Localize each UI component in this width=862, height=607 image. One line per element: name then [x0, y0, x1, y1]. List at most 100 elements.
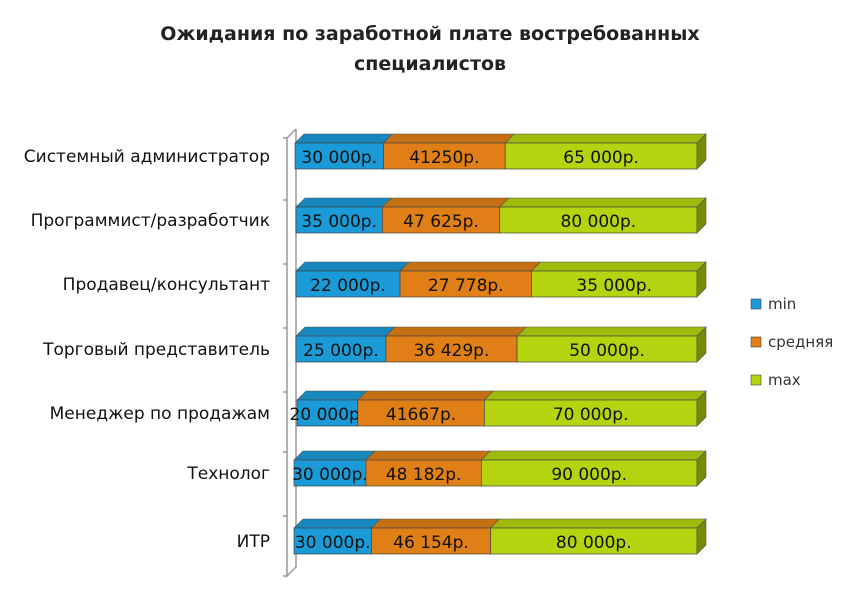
- bar-segment-min: 22 000р.: [295, 261, 410, 298]
- bar-front: [371, 527, 491, 555]
- bar-segment-средняя: 48 182р.: [365, 450, 492, 487]
- axis-wall: [286, 129, 297, 578]
- legend-label: min: [768, 295, 796, 313]
- bar-top: [296, 390, 368, 401]
- bar-front: [531, 270, 698, 298]
- bar-top: [530, 261, 707, 272]
- bar-segment-min: 20 000р.: [290, 390, 368, 427]
- bar-front: [381, 206, 501, 234]
- bar-top: [294, 133, 394, 144]
- bar-segment-min: 30 000р.: [292, 450, 376, 487]
- bar-front: [295, 270, 401, 298]
- data-label: 80 000р.: [556, 533, 632, 553]
- bar-segment-средняя: 27 778р.: [399, 261, 542, 298]
- bar-top: [365, 450, 492, 461]
- data-label: 30 000р.: [301, 148, 377, 168]
- bar-segment-max: 80 000р.: [499, 197, 707, 234]
- legend-label: max: [768, 371, 801, 389]
- bar-segment-min: 30 000р.: [294, 133, 394, 170]
- bar-front: [295, 206, 383, 234]
- data-label: 48 182р.: [386, 465, 462, 485]
- axis-wall-top: [286, 128, 297, 139]
- bar-top: [385, 326, 527, 337]
- bar-front: [293, 527, 372, 555]
- data-label: 36 429р.: [414, 341, 490, 361]
- data-label: 41250р.: [409, 148, 479, 168]
- data-label: 41667р.: [386, 405, 456, 425]
- bar-top: [295, 197, 393, 208]
- bar-segment-средняя: 47 625р.: [381, 197, 510, 234]
- chart-title-line-2: специалистов: [354, 53, 506, 75]
- bar-top: [504, 133, 707, 144]
- bar-segment-средняя: 41250р.: [382, 133, 515, 170]
- bar-front: [480, 459, 698, 487]
- data-label: 65 000р.: [563, 148, 639, 168]
- bar-front: [385, 335, 518, 363]
- bar-segment-max: 50 000р.: [516, 326, 707, 363]
- bar-segment-средняя: 46 154р.: [370, 518, 501, 555]
- bar-top: [381, 197, 510, 208]
- legend-label: средняя: [768, 333, 833, 351]
- bar-top: [293, 450, 376, 461]
- bar-top: [295, 261, 410, 272]
- bar-side: [696, 518, 707, 555]
- bar-top: [293, 518, 382, 529]
- bar-segment-min: 30 000р.: [293, 518, 382, 555]
- bar-front: [365, 459, 482, 487]
- bar-segment-max: 35 000р.: [530, 261, 707, 298]
- bar-front: [357, 399, 485, 427]
- data-label: 46 154р.: [393, 533, 469, 553]
- category-label: Менеджер по продажам: [50, 404, 270, 424]
- data-label: 80 000р.: [561, 212, 637, 232]
- bar-top: [295, 326, 396, 337]
- category-label: ИТР: [237, 532, 270, 552]
- data-label: 30 000р.: [295, 533, 371, 553]
- legend-swatch: [750, 298, 762, 310]
- bar-side: [696, 450, 707, 487]
- bar-segment-min: 25 000р.: [295, 326, 396, 363]
- bar-top: [357, 390, 495, 401]
- bar-front: [483, 399, 698, 427]
- bar-front: [296, 399, 359, 427]
- bar-top: [489, 518, 707, 529]
- bar-top: [382, 133, 515, 144]
- bar-segment-max: 70 000р.: [483, 390, 707, 427]
- bar-front: [383, 142, 506, 170]
- bars: 30 000р. 41250р. 65 000р. 35 000р. 47 625р. 8…: [290, 133, 707, 555]
- bar-front: [293, 459, 367, 487]
- legend: min средняя max: [750, 295, 833, 389]
- data-label: 90 000р.: [551, 465, 627, 485]
- data-label: 70 000р.: [553, 405, 629, 425]
- bar-front: [295, 335, 387, 363]
- bar-side: [696, 133, 707, 170]
- bar-front: [294, 142, 384, 170]
- bar-segment-min: 35 000р.: [295, 197, 393, 234]
- bar-segment-max: 80 000р.: [489, 518, 707, 555]
- category-label: Продавец/консультант: [63, 275, 270, 295]
- legend-item-max: max: [750, 371, 801, 389]
- bar-segment-средняя: 36 429р.: [385, 326, 527, 363]
- data-label: 35 000р.: [301, 212, 377, 232]
- bar-segment-средняя: 41667р.: [357, 390, 495, 427]
- category-label: Системный администратор: [24, 147, 270, 167]
- bar-side: [696, 197, 707, 234]
- bar-top: [480, 450, 707, 461]
- bar-top: [516, 326, 707, 337]
- bar-front: [516, 335, 698, 363]
- data-label: 30 000р.: [292, 465, 368, 485]
- data-label: 25 000р.: [303, 341, 379, 361]
- data-label: 50 000р.: [569, 341, 645, 361]
- bar-top: [370, 518, 501, 529]
- data-label: 47 625р.: [403, 212, 479, 232]
- legend-swatch: [750, 336, 762, 348]
- bar-side: [696, 390, 707, 427]
- bar-side: [696, 326, 707, 363]
- data-label: 35 000р.: [576, 276, 652, 296]
- bar-top: [399, 261, 542, 272]
- data-label: 20 000р.: [290, 405, 366, 425]
- bar-segment-max: 65 000р.: [504, 133, 707, 170]
- bar-side: [696, 261, 707, 298]
- bar-front: [490, 527, 698, 555]
- bar-top: [499, 197, 707, 208]
